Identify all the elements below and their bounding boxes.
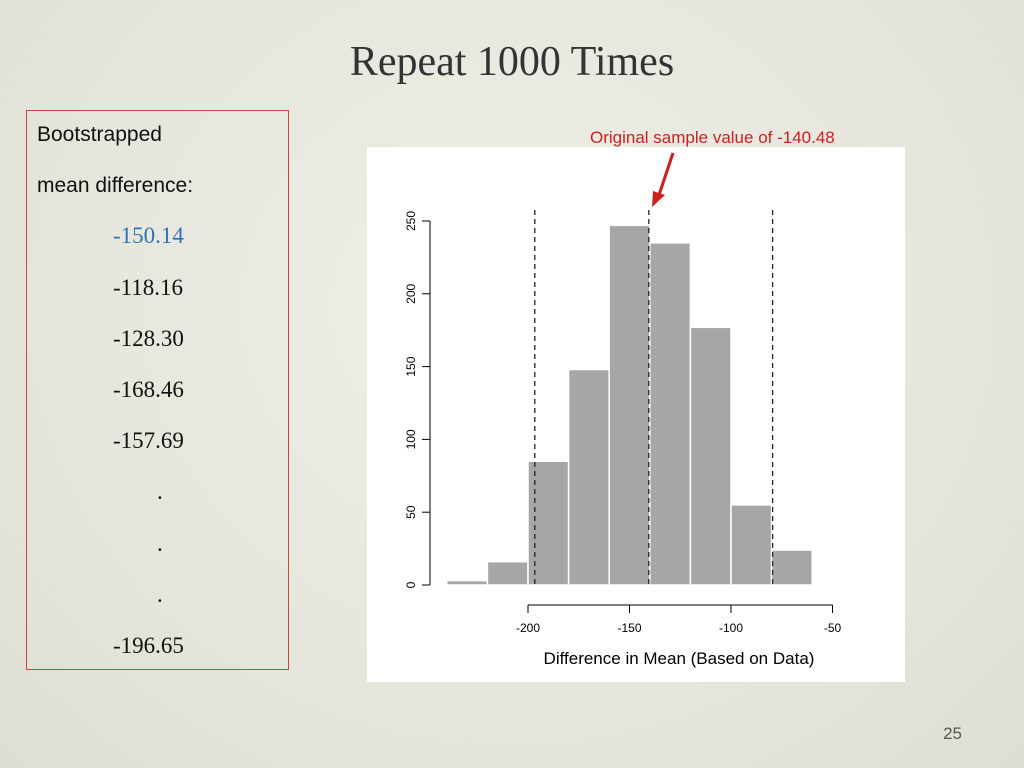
page-number: 25 — [943, 724, 962, 743]
histogram-panel: -200 -150 -100 -50 0 50 100 150 200 250 Differen… — [367, 147, 905, 682]
y-tick-label: 250 — [404, 211, 418, 231]
x-tick-label: -200 — [516, 621, 540, 635]
y-tick-label: 50 — [404, 505, 418, 519]
x-tick-label: -150 — [617, 621, 641, 635]
original-sample-annotation: Original sample value of -140.48 — [590, 128, 835, 147]
histogram-bar — [689, 326, 732, 586]
box-heading-line2: mean difference: — [37, 174, 194, 197]
x-tick-label: -100 — [719, 621, 743, 635]
bootstrap-value: -118.16 — [113, 275, 184, 300]
histogram-bar — [811, 582, 854, 586]
bootstrap-sample-box: Bootstrapped mean difference: -150.14 -1… — [26, 110, 289, 670]
histogram-bar — [649, 242, 692, 586]
bootstrap-value: -150.14 — [113, 223, 184, 248]
box-heading-line1: Bootstrapped — [37, 123, 162, 146]
histogram-bar — [730, 504, 773, 586]
ellipsis-dot: . — [157, 531, 163, 556]
bootstrap-last-value: -196.65 — [113, 633, 184, 658]
y-tick-label: 100 — [404, 429, 418, 449]
bootstrap-value: -168.46 — [113, 377, 184, 402]
ellipsis-dot: . — [157, 582, 163, 607]
bootstrap-value: -157.69 — [113, 428, 184, 453]
y-axis: 0 50 100 150 200 250 — [404, 211, 431, 588]
y-tick-label: 150 — [404, 356, 418, 376]
histogram-bar — [770, 549, 813, 586]
histogram-bar — [446, 579, 489, 586]
histogram-chart: -200 -150 -100 -50 0 50 100 150 200 250 Differen… — [404, 210, 854, 668]
histogram-bar — [527, 460, 570, 586]
histogram-bar — [608, 224, 651, 586]
x-axis: -200 -150 -100 -50 — [516, 604, 842, 635]
histogram-bars — [446, 224, 854, 586]
bootstrap-value: -128.30 — [113, 326, 184, 351]
y-tick-label: 200 — [404, 283, 418, 303]
slide-title: Repeat 1000 Times — [349, 39, 675, 85]
ellipsis-dot: . — [157, 479, 163, 504]
histogram-bar — [486, 560, 529, 586]
x-axis-label: Difference in Mean (Based on Data) — [544, 649, 815, 668]
y-tick-label: 0 — [404, 581, 418, 588]
histogram-bar — [567, 368, 610, 586]
x-tick-label: -50 — [824, 621, 842, 635]
